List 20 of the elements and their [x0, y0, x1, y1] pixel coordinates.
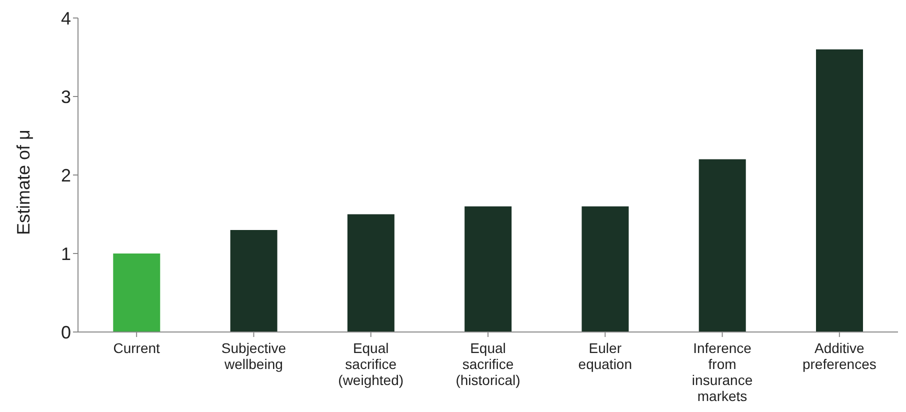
- y-tick-label: 2: [60, 165, 71, 186]
- x-tick-label: Additive preferences: [802, 340, 876, 372]
- bar: [230, 230, 278, 332]
- bar: [582, 206, 629, 332]
- y-tick-label: 3: [60, 86, 71, 107]
- y-tick-label: 4: [60, 8, 71, 28]
- y-tick-label: 1: [60, 244, 71, 264]
- x-tick-label: Equal sacrifice (historical): [456, 340, 520, 388]
- x-tick-label: Subjective wellbeing: [221, 340, 286, 372]
- x-tick-label: Inference from insurance markets: [692, 340, 753, 404]
- bar: [464, 206, 512, 332]
- y-tick-label: 0: [60, 322, 71, 342]
- bar: [347, 214, 394, 332]
- x-tick-label: Current: [113, 340, 160, 356]
- x-tick-label: Equal sacrifice (weighted): [338, 340, 404, 388]
- bar: [113, 254, 160, 332]
- bar: [698, 159, 746, 332]
- y-axis-title: Estimate of μ: [13, 130, 34, 235]
- bar: [816, 49, 863, 332]
- x-tick-label: Euler equation: [578, 340, 632, 372]
